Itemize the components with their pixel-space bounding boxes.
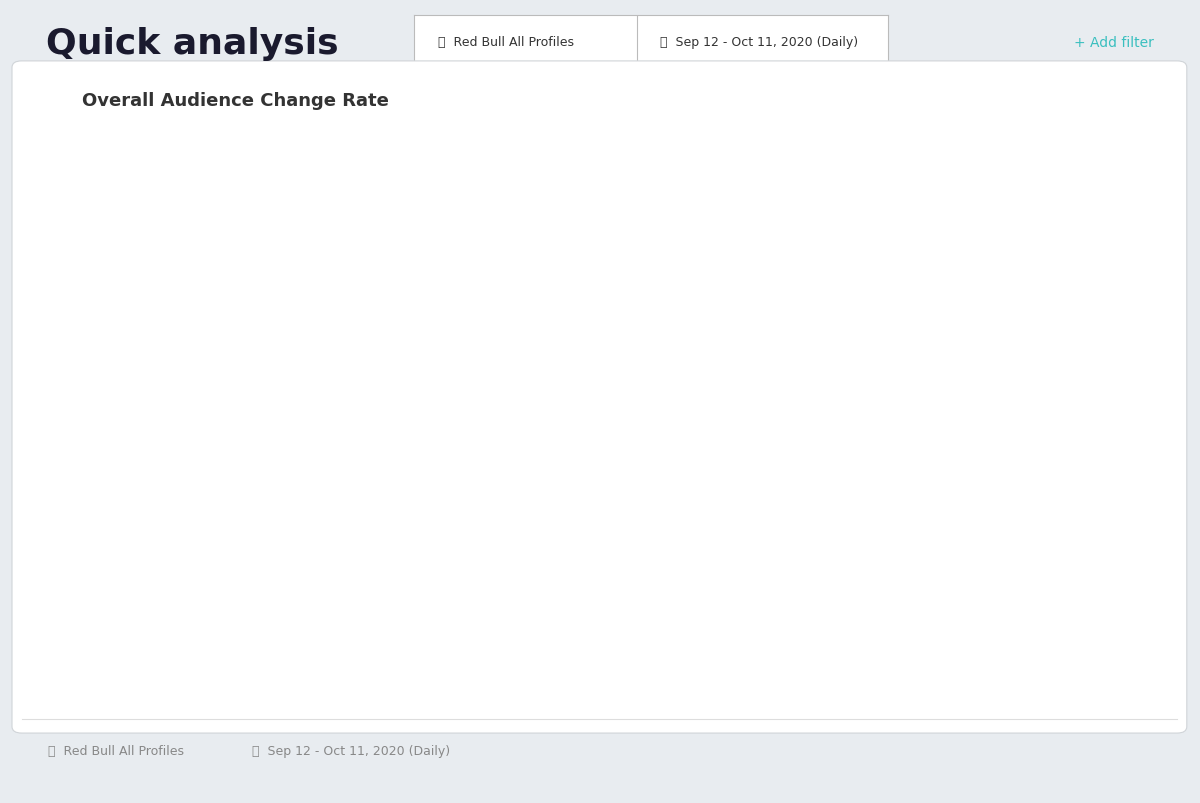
Text: ⬜  Red Bull All Profiles: ⬜ Red Bull All Profiles	[438, 35, 574, 49]
Text: ↓: ↓	[1020, 93, 1032, 108]
Text: ↗: ↗	[1076, 93, 1088, 108]
Text: ↻: ↻	[840, 93, 852, 108]
Text: +: +	[960, 93, 972, 108]
Text: 📅  Sep 12 - Oct 11, 2020 (Daily): 📅 Sep 12 - Oct 11, 2020 (Daily)	[252, 744, 450, 757]
Text: + Add filter: + Add filter	[1074, 35, 1154, 50]
Text: ⬜  Red Bull All Profiles: ⬜ Red Bull All Profiles	[48, 744, 184, 757]
Text: Quick analysis: Quick analysis	[46, 27, 338, 61]
Text: ♡: ♡	[899, 93, 913, 108]
Text: 📅  Sep 12 - Oct 11, 2020 (Daily): 📅 Sep 12 - Oct 11, 2020 (Daily)	[660, 35, 859, 49]
Text: ⛓: ⛓	[49, 91, 60, 110]
Text: Overall Audience Change Rate: Overall Audience Change Rate	[82, 92, 389, 109]
Text: LinkedIn
09/17
0.0621: LinkedIn 09/17 0.0621	[180, 294, 233, 336]
Legend: Facebook, Twitter, YouTube, LinkedIn, Instagram: Facebook, Twitter, YouTube, LinkedIn, In…	[322, 693, 944, 718]
